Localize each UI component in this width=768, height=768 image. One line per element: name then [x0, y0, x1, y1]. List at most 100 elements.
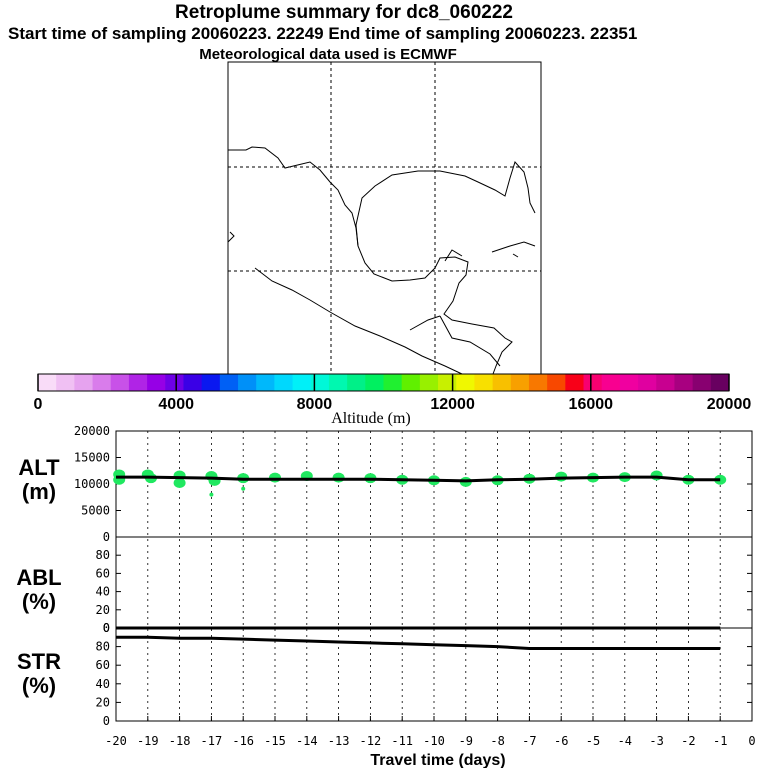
x-axis-ticks: -20 -19 -18 -17 -16 -15 -14 -13 -12 -11 -10 -9 -8 -7-…	[105, 716, 756, 748]
colorbar-swatch	[328, 374, 348, 391]
colorbar-swatch	[456, 374, 475, 391]
colorbar-swatch	[310, 374, 330, 391]
x-tick-label: -18	[169, 734, 191, 748]
colorbar-swatch	[692, 374, 712, 391]
altitude-colorbar: 0 4000 8000 12000 16000 20000	[34, 373, 752, 413]
x-tick-label: -16	[232, 734, 254, 748]
colorbar-swatch	[219, 374, 239, 391]
abl-tick-label: 40	[96, 585, 110, 599]
panel-gridlines	[147, 431, 721, 721]
x-tick-label: -2	[681, 734, 695, 748]
colorbar-swatch	[110, 374, 130, 391]
series-line-str	[116, 635, 721, 650]
x-tick-label: -12	[360, 734, 382, 748]
colorbar-swatch	[619, 374, 639, 391]
colorbar-swatch	[419, 374, 439, 391]
x-tick-label: -15	[264, 734, 286, 748]
x-tick-label: 0	[748, 734, 755, 748]
str-tick-label: 80	[96, 640, 110, 654]
colorbar-swatch	[365, 374, 384, 391]
colorbar-swatch	[528, 374, 548, 391]
x-tick-label: -10	[423, 734, 445, 748]
x-tick-label: -19	[137, 734, 159, 748]
x-tick-label: -17	[201, 734, 223, 748]
x-tick-label: -5	[586, 734, 600, 748]
x-tick-label: -8	[490, 734, 504, 748]
colorbar-swatch	[565, 374, 585, 391]
x-axis-label: Travel time (days)	[370, 752, 505, 768]
colorbar-swatch	[583, 374, 603, 391]
colorbar-swatch	[438, 374, 457, 391]
colorbar-tick-label: 12000	[430, 396, 475, 413]
x-tick-label: -9	[459, 734, 473, 748]
altitude-particle	[209, 492, 214, 497]
colorbar-tick-label: 8000	[297, 396, 333, 413]
abl-label-text: ABL (%)	[16, 565, 62, 614]
colorbar-tick-label: 20000	[707, 396, 752, 413]
colorbar-swatch	[674, 374, 694, 391]
x-tick-label: -14	[296, 734, 318, 748]
colorbar-tick-label: 0	[34, 396, 43, 413]
abl-panel-label: ABL (%)	[4, 566, 74, 614]
alt-label-text: ALT (m)	[18, 455, 60, 504]
str-tick-label: 0	[103, 714, 110, 728]
alt-tick-label: 0	[103, 530, 110, 544]
altitude-particle	[555, 471, 568, 482]
altitude-particle	[173, 477, 186, 488]
str-tick-label: 40	[96, 677, 110, 691]
alt-tick-label: 15000	[74, 451, 110, 465]
colorbar-swatch	[492, 374, 512, 391]
x-tick-label: -13	[328, 734, 350, 748]
colorbar-swatch	[165, 374, 184, 391]
colorbar-tick-label: 16000	[569, 396, 614, 413]
colorbar-swatch	[474, 374, 494, 391]
altitude-particle	[241, 486, 246, 491]
colorbar-swatch	[638, 374, 657, 391]
altitude-particle	[332, 472, 345, 483]
colorbar-swatch	[601, 374, 621, 391]
met-data-note: Meteorological data used is ECMWF	[199, 46, 457, 63]
sampling-times: Start time of sampling 20060223. 22249 E…	[8, 24, 638, 43]
alt-tick-label: 10000	[74, 477, 110, 491]
colorbar-swatch	[238, 374, 257, 391]
colorbar-swatch	[201, 374, 221, 391]
alt-panel-label: ALT (m)	[4, 456, 74, 504]
abl-tick-label: 60	[96, 566, 110, 580]
colorbar-swatch	[56, 374, 75, 391]
colorbar-swatch	[147, 374, 166, 391]
str-tick-label: 60	[96, 658, 110, 672]
colorbar-swatch	[74, 374, 94, 391]
x-tick-label: -1	[713, 734, 727, 748]
colorbar-swatch	[656, 374, 675, 391]
altitude-particles	[113, 469, 727, 497]
colorbar-swatch	[383, 374, 403, 391]
colorbar-swatch	[510, 374, 530, 391]
abl-tick-label: 0	[103, 621, 110, 635]
altitude-particle	[269, 472, 281, 483]
colorbar-swatch	[547, 374, 566, 391]
str-tick-label: 20	[96, 695, 110, 709]
abl-tick-label: 20	[96, 603, 110, 617]
x-tick-label: -20	[105, 734, 127, 748]
colorbar-swatch	[274, 374, 294, 391]
alt-tick-label: 5000	[81, 504, 110, 518]
colorbar-swatch	[183, 374, 203, 391]
str-label-text: STR (%)	[17, 649, 61, 698]
colorbar-swatch	[128, 374, 148, 391]
alt-tick-label: 20000	[74, 424, 110, 438]
x-tick-label: -7	[522, 734, 536, 748]
plot-title: Retroplume summary for dc8_060222	[175, 2, 513, 23]
colorbar-swatch	[92, 374, 112, 391]
x-tick-label: -11	[391, 734, 413, 748]
str-panel-label: STR (%)	[4, 650, 74, 698]
abl-tick-label: 80	[96, 548, 110, 562]
abl-top-tick-label: 0	[103, 621, 110, 635]
x-tick-label: -4	[618, 734, 632, 748]
altitude-particle	[650, 470, 663, 481]
series-lines	[116, 475, 721, 650]
colorbar-swatch	[256, 374, 275, 391]
colorbar-label: Altitude (m)	[331, 410, 411, 427]
colorbar-swatch	[38, 374, 57, 391]
